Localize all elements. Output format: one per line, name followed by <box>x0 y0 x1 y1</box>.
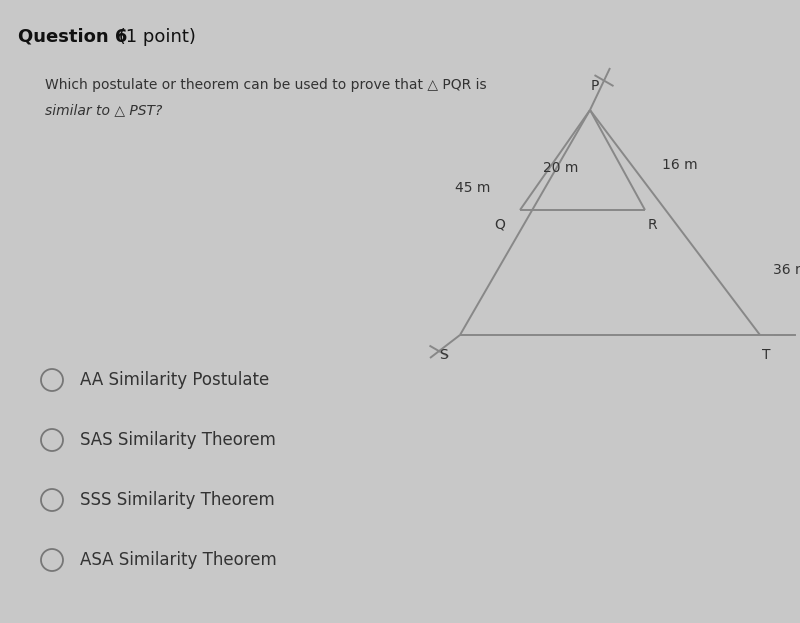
Text: 20 m: 20 m <box>543 161 578 175</box>
Text: Which postulate or theorem can be used to prove that △ PQR is: Which postulate or theorem can be used t… <box>45 78 486 92</box>
Text: 45 m: 45 m <box>454 181 490 195</box>
Text: R: R <box>648 218 658 232</box>
Text: SAS Similarity Theorem: SAS Similarity Theorem <box>80 431 276 449</box>
Text: 16 m: 16 m <box>662 158 698 172</box>
Text: AA Similarity Postulate: AA Similarity Postulate <box>80 371 270 389</box>
Text: S: S <box>439 348 448 362</box>
Text: SSS Similarity Theorem: SSS Similarity Theorem <box>80 491 274 509</box>
Text: ASA Similarity Theorem: ASA Similarity Theorem <box>80 551 277 569</box>
Text: 36 m: 36 m <box>773 263 800 277</box>
Text: Q: Q <box>494 218 505 232</box>
Text: similar to △ PST?: similar to △ PST? <box>45 103 162 117</box>
Text: (1 point): (1 point) <box>113 28 196 46</box>
Text: T: T <box>762 348 770 362</box>
Text: Question 6: Question 6 <box>18 28 127 46</box>
Text: P: P <box>591 79 599 93</box>
